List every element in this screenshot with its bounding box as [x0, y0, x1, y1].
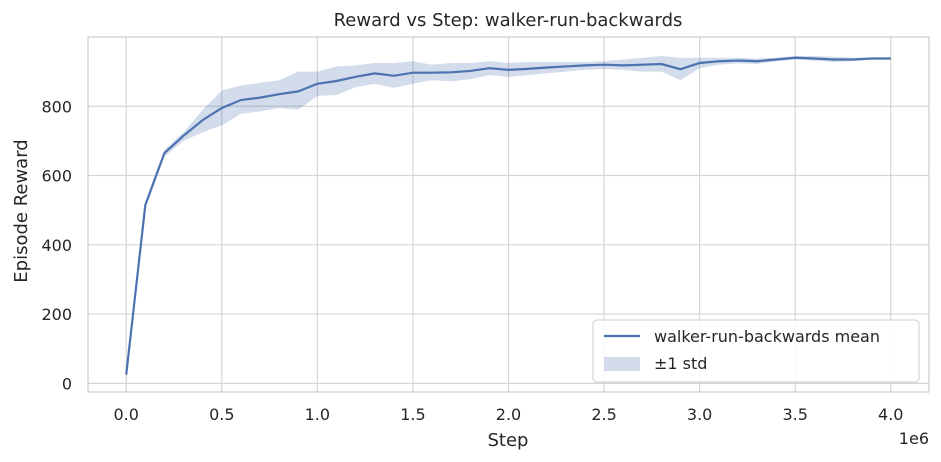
x-tick-labels: 0.0 0.5 1.0 1.5 2.0 2.5 3.0 3.5 4.0 [114, 405, 904, 424]
chart-title: Reward vs Step: walker-run-backwards [334, 10, 683, 31]
legend-mean-label: walker-run-backwards mean [654, 327, 880, 346]
x-tick-label: 3.0 [687, 405, 712, 424]
y-tick-label: 200 [41, 305, 72, 324]
mean-line [125, 56, 891, 375]
y-tick-label: 0 [62, 374, 72, 393]
plot-frame [87, 36, 930, 393]
legend: walker-run-backwards mean ±1 std [592, 319, 920, 383]
x-tick-label: 0.0 [114, 405, 139, 424]
x-tick-label: 4.0 [878, 405, 903, 424]
legend-band-label: ±1 std [654, 354, 707, 373]
y-tick-label: 600 [41, 167, 72, 186]
y-tick-label: 800 [41, 97, 72, 116]
x-offset-label: 1e6 [899, 429, 929, 448]
y-axis-title: Episode Reward [11, 139, 32, 282]
x-tick-label: 2.0 [496, 405, 521, 424]
x-tick-label: 0.5 [209, 405, 234, 424]
x-tick-label: 2.5 [591, 405, 616, 424]
x-tick-label: 1.5 [400, 405, 425, 424]
x-tick-label: 3.5 [782, 405, 807, 424]
legend-band-swatch [604, 357, 640, 371]
x-tick-label: 1.0 [305, 405, 330, 424]
y-tick-labels: 0 200 400 600 800 [41, 97, 72, 393]
legend-box [592, 319, 920, 383]
x-axis-title: Step [488, 430, 529, 451]
y-tick-label: 400 [41, 236, 72, 255]
